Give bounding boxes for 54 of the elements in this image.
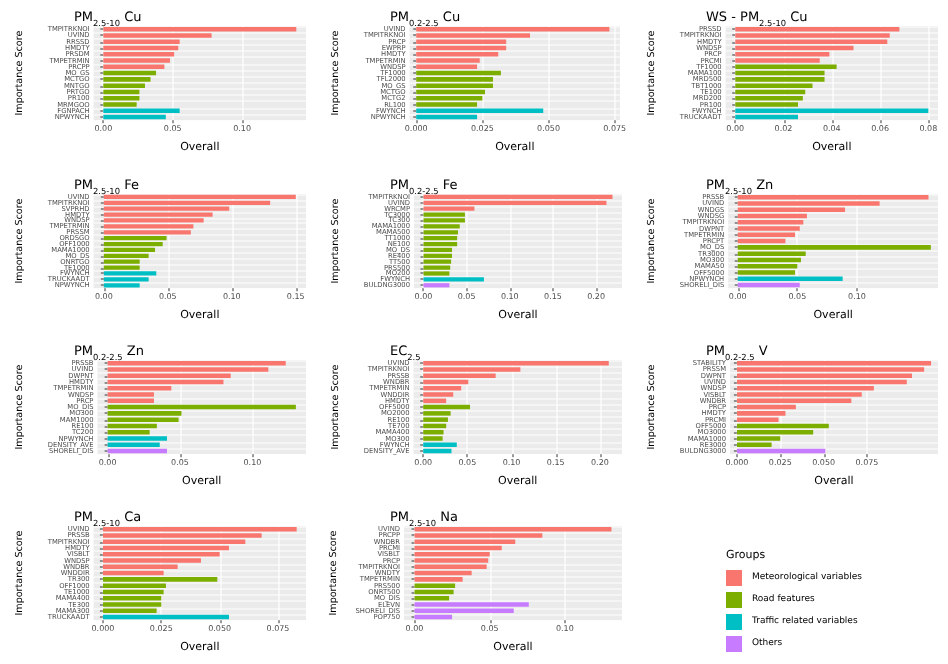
- bar: [103, 52, 175, 57]
- bar: [423, 247, 452, 253]
- bar: [103, 194, 296, 200]
- bar: [423, 429, 444, 435]
- bar: [103, 277, 149, 282]
- bar: [102, 577, 218, 582]
- bar: [423, 386, 462, 391]
- bar: [423, 277, 484, 282]
- bar: [423, 241, 458, 247]
- bar: [423, 212, 465, 217]
- bar: [107, 417, 179, 422]
- bar: [736, 367, 925, 372]
- bar: [414, 602, 529, 607]
- bar: [737, 245, 931, 250]
- bar: [423, 224, 460, 229]
- bar: [103, 83, 145, 88]
- bar: [423, 236, 458, 241]
- bar: [103, 77, 151, 82]
- bar: [414, 583, 456, 588]
- bar: [735, 77, 825, 82]
- bar: [103, 247, 156, 253]
- bar: [423, 392, 454, 397]
- bar: [423, 218, 465, 223]
- bar: [737, 270, 795, 275]
- bar: [736, 417, 779, 422]
- bar: [423, 265, 451, 270]
- bar: [423, 436, 443, 441]
- bar: [737, 220, 804, 225]
- bar: [423, 230, 459, 235]
- bar: [423, 283, 450, 288]
- bar: [103, 265, 140, 270]
- bar: [103, 253, 149, 258]
- bar: [737, 226, 800, 231]
- bar: [103, 241, 163, 247]
- bar: [423, 417, 448, 422]
- bar: [102, 602, 162, 607]
- bar: [423, 271, 450, 276]
- bar: [103, 102, 137, 107]
- bar: [423, 194, 613, 200]
- bar: [416, 83, 493, 88]
- bar: [735, 102, 798, 107]
- bar: [103, 271, 157, 276]
- bar: [103, 230, 191, 235]
- bar: [735, 39, 888, 44]
- bar: [103, 236, 167, 241]
- bar: [416, 102, 478, 107]
- bar: [416, 77, 493, 82]
- bar: [423, 200, 607, 205]
- bar: [423, 259, 452, 264]
- bar: [414, 558, 489, 563]
- bar: [107, 436, 167, 441]
- bar: [103, 58, 170, 63]
- bar: [423, 253, 452, 258]
- bar: [416, 52, 499, 57]
